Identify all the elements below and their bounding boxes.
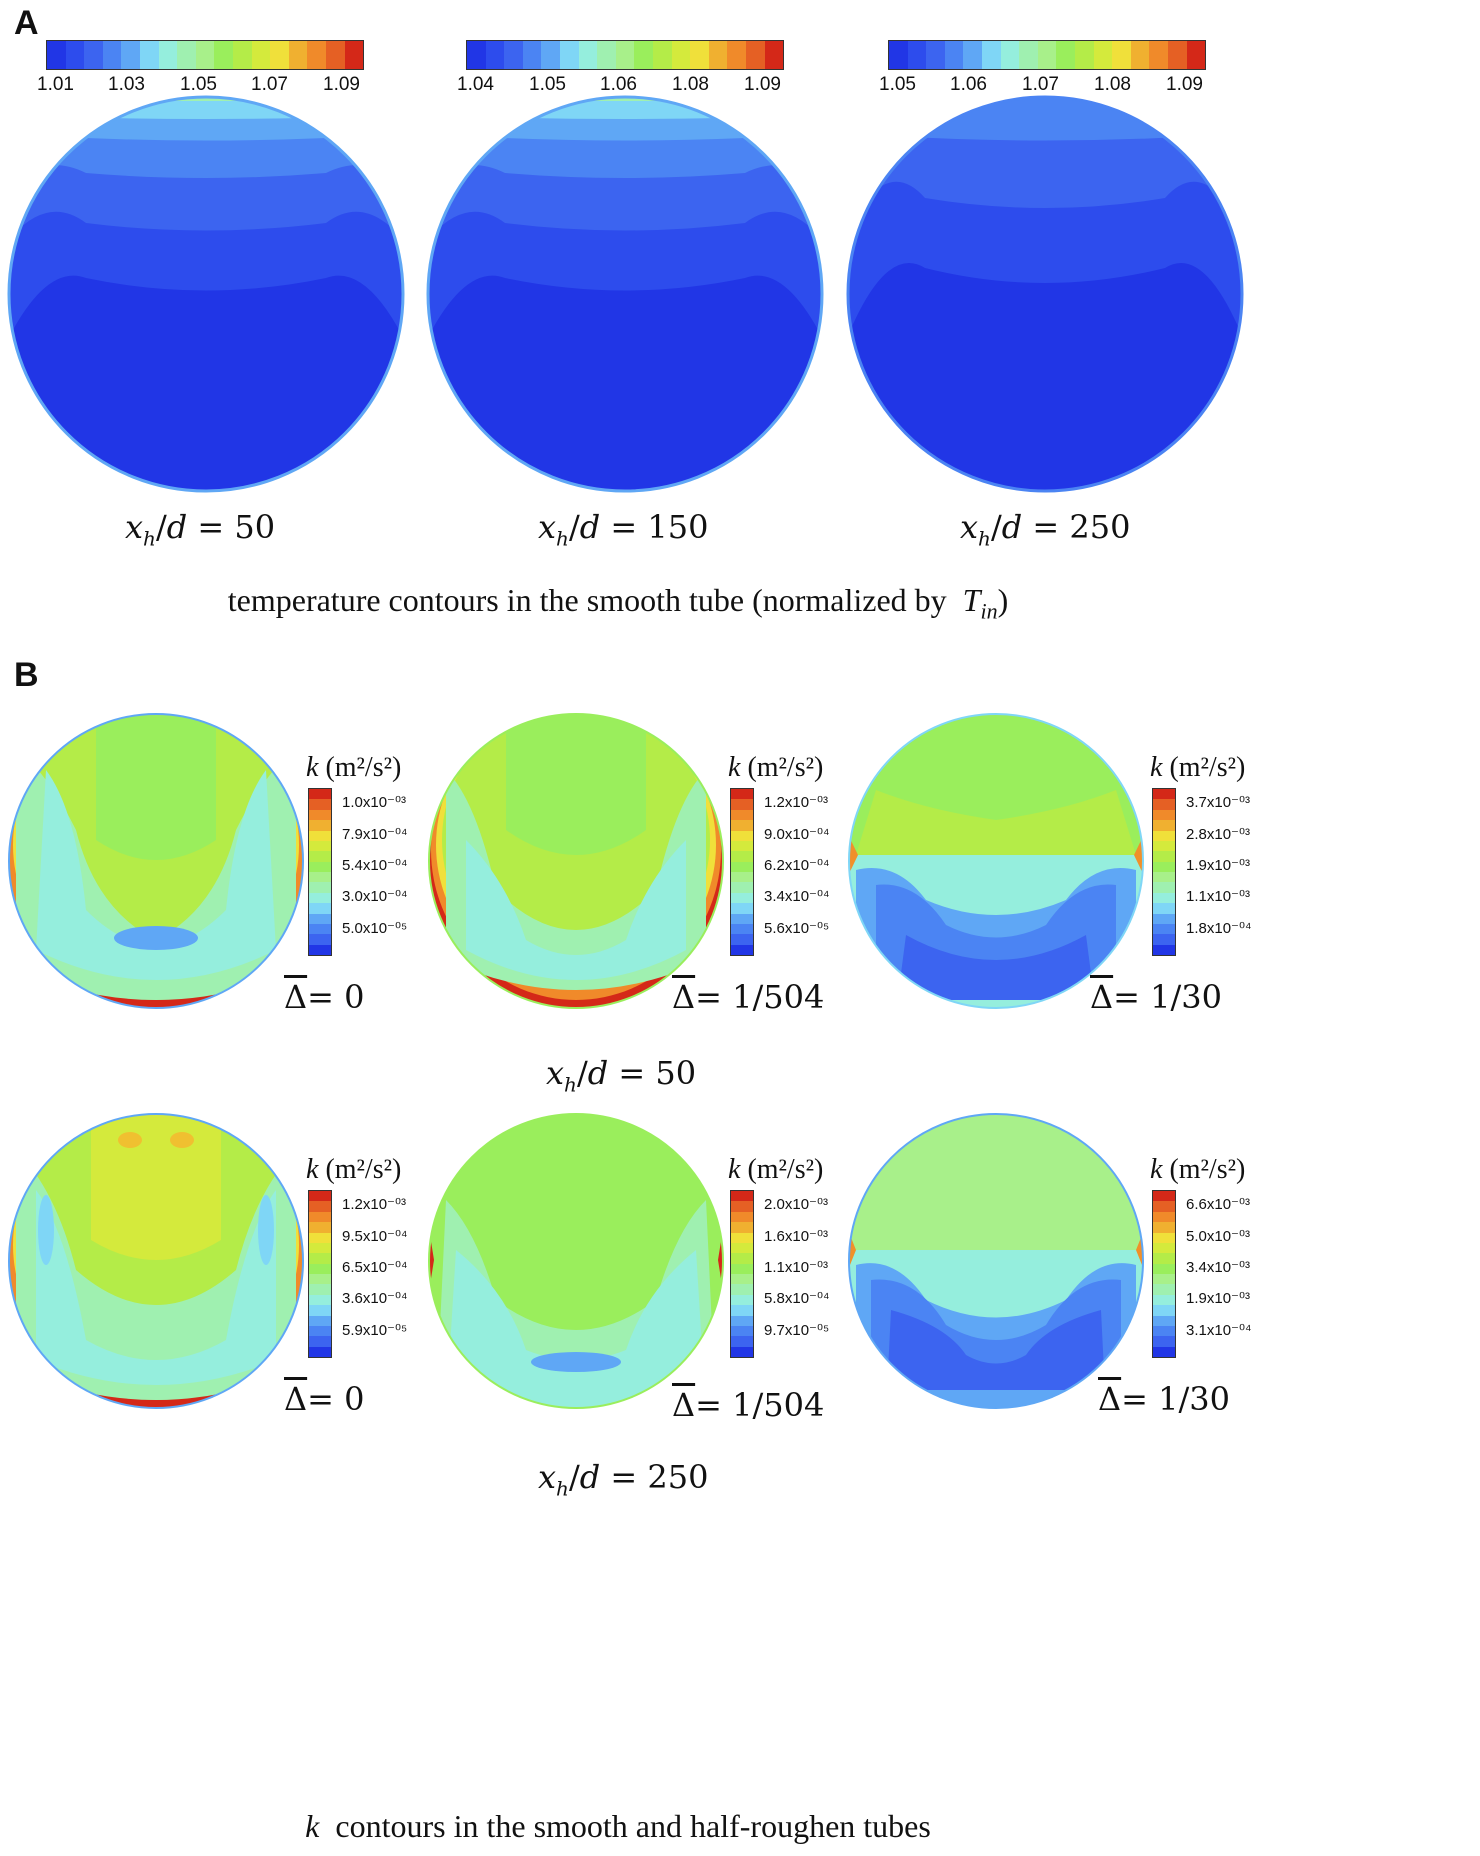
tick-label: 1.1x10⁻⁰³ bbox=[1186, 888, 1250, 905]
position-label: xh/d = 250 bbox=[960, 508, 1131, 551]
k-contour-row1-delta504 bbox=[428, 713, 724, 1009]
delta-label: Δ= 1/504 bbox=[672, 1386, 825, 1424]
tick-label: 6.6x10⁻⁰³ bbox=[1186, 1196, 1250, 1213]
tick-label: 5.9x10⁻⁰⁵ bbox=[342, 1322, 408, 1339]
tick-label: 1.2x10⁻⁰³ bbox=[764, 794, 828, 811]
temp-colorbar-strip bbox=[46, 40, 364, 70]
tick-label: 2.8x10⁻⁰³ bbox=[1186, 826, 1250, 843]
temp-colorbar-strip bbox=[466, 40, 784, 70]
temp-colorbar-3 bbox=[888, 40, 1206, 70]
tick-label: 1.07 bbox=[251, 74, 288, 95]
tick-label: 2.0x10⁻⁰³ bbox=[764, 1196, 828, 1213]
k-contour-row1-delta0 bbox=[8, 713, 304, 1009]
tick-label: 1.05 bbox=[529, 74, 566, 95]
tick-label: 5.0x10⁻⁰³ bbox=[1186, 1228, 1250, 1245]
temp-colorbar-strip bbox=[888, 40, 1206, 70]
tick-label: 1.9x10⁻⁰³ bbox=[1186, 857, 1250, 874]
tick-label: 1.05 bbox=[180, 74, 217, 95]
temp-colorbar-2 bbox=[466, 40, 784, 70]
tick-label: 5.0x10⁻⁰⁵ bbox=[342, 920, 408, 937]
panel-b-caption: k contours in the smooth and half-roughe… bbox=[305, 1808, 931, 1844]
position-label: xh/d = 250 bbox=[538, 1458, 709, 1501]
tick-label: 3.4x10⁻⁰⁴ bbox=[764, 888, 830, 905]
temp-contour-2 bbox=[426, 95, 824, 493]
tick-label: 1.9x10⁻⁰³ bbox=[1186, 1290, 1250, 1307]
tick-label: 5.8x10⁻⁰⁴ bbox=[764, 1290, 830, 1307]
tick-label: 5.4x10⁻⁰⁴ bbox=[342, 857, 408, 874]
position-label: xh/d = 50 bbox=[546, 1054, 697, 1097]
tick-label: 1.8x10⁻⁰⁴ bbox=[1186, 920, 1252, 937]
tick-label: 9.7x10⁻⁰⁵ bbox=[764, 1322, 830, 1339]
tick-label: 1.05 bbox=[879, 74, 916, 95]
tick-label: 3.0x10⁻⁰⁴ bbox=[342, 888, 408, 905]
tick-label: 5.6x10⁻⁰⁵ bbox=[764, 920, 830, 937]
tick-label: 9.5x10⁻⁰⁴ bbox=[342, 1228, 408, 1245]
k-colorbar bbox=[308, 1190, 332, 1358]
tick-label: 1.09 bbox=[323, 74, 360, 95]
k-unit-label: k (m²/s²) bbox=[1150, 752, 1246, 783]
position-label: xh/d = 150 bbox=[538, 508, 709, 551]
k-unit-label: k (m²/s²) bbox=[306, 1154, 402, 1185]
k-colorbar bbox=[730, 788, 754, 956]
tick-label: 9.0x10⁻⁰⁴ bbox=[764, 826, 830, 843]
tick-label: 1.03 bbox=[108, 74, 145, 95]
delta-label: Δ= 1/30 bbox=[1098, 1380, 1230, 1418]
tick-label: 1.08 bbox=[672, 74, 709, 95]
k-colorbar bbox=[1152, 788, 1176, 956]
k-colorbar bbox=[1152, 1190, 1176, 1358]
delta-label: Δ= 0 bbox=[284, 978, 365, 1016]
temp-colorbar-1 bbox=[46, 40, 364, 70]
delta-label: Δ= 1/30 bbox=[1090, 978, 1222, 1016]
tick-label: 1.09 bbox=[1166, 74, 1203, 95]
tick-label: 3.6x10⁻⁰⁴ bbox=[342, 1290, 408, 1307]
temp-contour-1 bbox=[7, 95, 405, 493]
k-unit-label: k (m²/s²) bbox=[1150, 1154, 1246, 1185]
k-unit-label: k (m²/s²) bbox=[728, 1154, 824, 1185]
delta-label: Δ= 1/504 bbox=[672, 978, 825, 1016]
tick-label: 1.1x10⁻⁰³ bbox=[764, 1259, 828, 1276]
tick-label: 3.4x10⁻⁰³ bbox=[1186, 1259, 1250, 1276]
k-contour-row2-delta0 bbox=[8, 1113, 304, 1409]
k-unit-label: k (m²/s²) bbox=[728, 752, 824, 783]
k-contour-row2-delta30 bbox=[848, 1113, 1144, 1409]
position-label: xh/d = 50 bbox=[125, 508, 276, 551]
tick-label: 1.6x10⁻⁰³ bbox=[764, 1228, 828, 1245]
k-unit-label: k (m²/s²) bbox=[306, 752, 402, 783]
panel-a-caption: temperature contours in the smooth tube … bbox=[227, 582, 1009, 624]
panel-b-label: B bbox=[14, 656, 39, 694]
k-contour-row1-delta30 bbox=[848, 713, 1144, 1009]
tick-label: 1.06 bbox=[600, 74, 637, 95]
k-colorbar bbox=[308, 788, 332, 956]
tick-label: 6.5x10⁻⁰⁴ bbox=[342, 1259, 408, 1276]
panel-a-label: A bbox=[14, 4, 39, 42]
tick-label: 7.9x10⁻⁰⁴ bbox=[342, 826, 408, 843]
tick-label: 3.1x10⁻⁰⁴ bbox=[1186, 1322, 1252, 1339]
temp-contour-3 bbox=[846, 95, 1244, 493]
tick-label: 1.01 bbox=[37, 74, 74, 95]
tick-label: 1.04 bbox=[457, 74, 494, 95]
tick-label: 1.08 bbox=[1094, 74, 1131, 95]
tick-label: 1.0x10⁻⁰³ bbox=[342, 794, 406, 811]
tick-label: 1.2x10⁻⁰³ bbox=[342, 1196, 406, 1213]
delta-label: Δ= 0 bbox=[284, 1380, 365, 1418]
tick-label: 1.07 bbox=[1022, 74, 1059, 95]
tick-label: 3.7x10⁻⁰³ bbox=[1186, 794, 1250, 811]
tick-label: 6.2x10⁻⁰⁴ bbox=[764, 857, 830, 874]
tick-label: 1.06 bbox=[950, 74, 987, 95]
k-contour-row2-delta504 bbox=[428, 1113, 724, 1409]
tick-label: 1.09 bbox=[744, 74, 781, 95]
k-colorbar bbox=[730, 1190, 754, 1358]
